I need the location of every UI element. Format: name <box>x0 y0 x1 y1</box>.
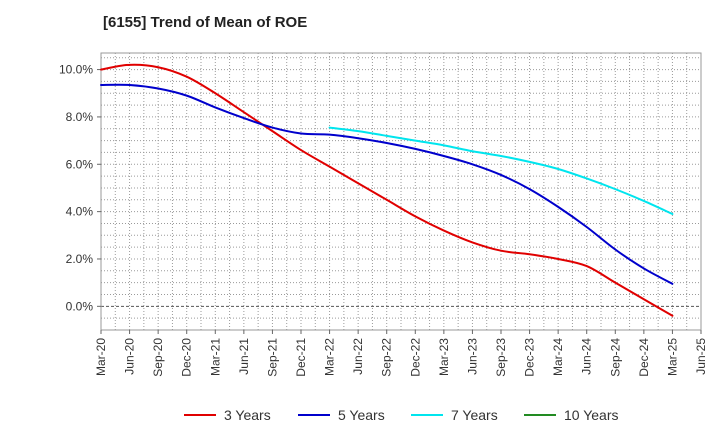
x-axis-ticks: Mar-20 Jun-20 Sep-20 Dec-20 Mar-21 Jun-21 Sep-… <box>94 330 708 377</box>
series-line-5-years <box>100 83 674 285</box>
x-tick-label: Jun-21 <box>237 338 251 375</box>
legend-label-7-years: 7 Years <box>451 407 498 423</box>
x-tick-label: Dec-20 <box>180 338 194 377</box>
x-tick-label: Mar-21 <box>208 338 222 376</box>
x-tick-label: Sep-24 <box>608 338 622 377</box>
x-tick-label: Dec-23 <box>523 338 537 377</box>
x-tick-label: Jun-20 <box>123 338 137 375</box>
x-tick-label: Mar-22 <box>323 338 337 376</box>
series-line-7-years <box>328 126 674 215</box>
y-tick-label: 4.0% <box>66 205 94 219</box>
legend-label-3-years: 3 Years <box>224 407 271 423</box>
legend: 3 Years 5 Years 7 Years 10 Years <box>184 407 619 423</box>
x-tick-label: Jun-25 <box>694 338 708 375</box>
y-axis-ticks: 0.0% 2.0% 4.0% 6.0% 8.0% 10.0% <box>59 63 101 313</box>
grid-layer <box>101 53 701 330</box>
x-tick-label: Mar-25 <box>665 338 679 376</box>
x-tick-label: Sep-22 <box>380 338 394 377</box>
x-tick-label: Jun-24 <box>580 338 594 375</box>
x-tick-label: Sep-21 <box>265 338 279 377</box>
y-tick-label: 10.0% <box>59 63 93 77</box>
x-tick-label: Jun-23 <box>465 338 479 375</box>
x-tick-label: Sep-20 <box>151 338 165 377</box>
y-tick-label: 6.0% <box>66 157 94 171</box>
x-tick-label: Jun-22 <box>351 338 365 375</box>
chart-title: [6155] Trend of Mean of ROE <box>103 14 308 31</box>
x-tick-label: Mar-23 <box>437 338 451 376</box>
series-line-3-years <box>100 63 674 317</box>
x-tick-label: Dec-22 <box>408 338 422 377</box>
y-tick-label: 2.0% <box>66 252 94 266</box>
x-tick-label: Mar-24 <box>551 338 565 376</box>
y-tick-label: 8.0% <box>66 110 94 124</box>
legend-label-10-years: 10 Years <box>564 407 619 423</box>
x-tick-label: Dec-24 <box>637 338 651 377</box>
x-tick-label: Dec-21 <box>294 338 308 377</box>
series-layer <box>100 63 674 317</box>
plot-frame <box>100 52 702 331</box>
y-tick-label: 0.0% <box>66 299 94 313</box>
x-tick-label: Sep-23 <box>494 338 508 377</box>
legend-label-5-years: 5 Years <box>338 407 385 423</box>
x-tick-label: Mar-20 <box>94 338 108 376</box>
